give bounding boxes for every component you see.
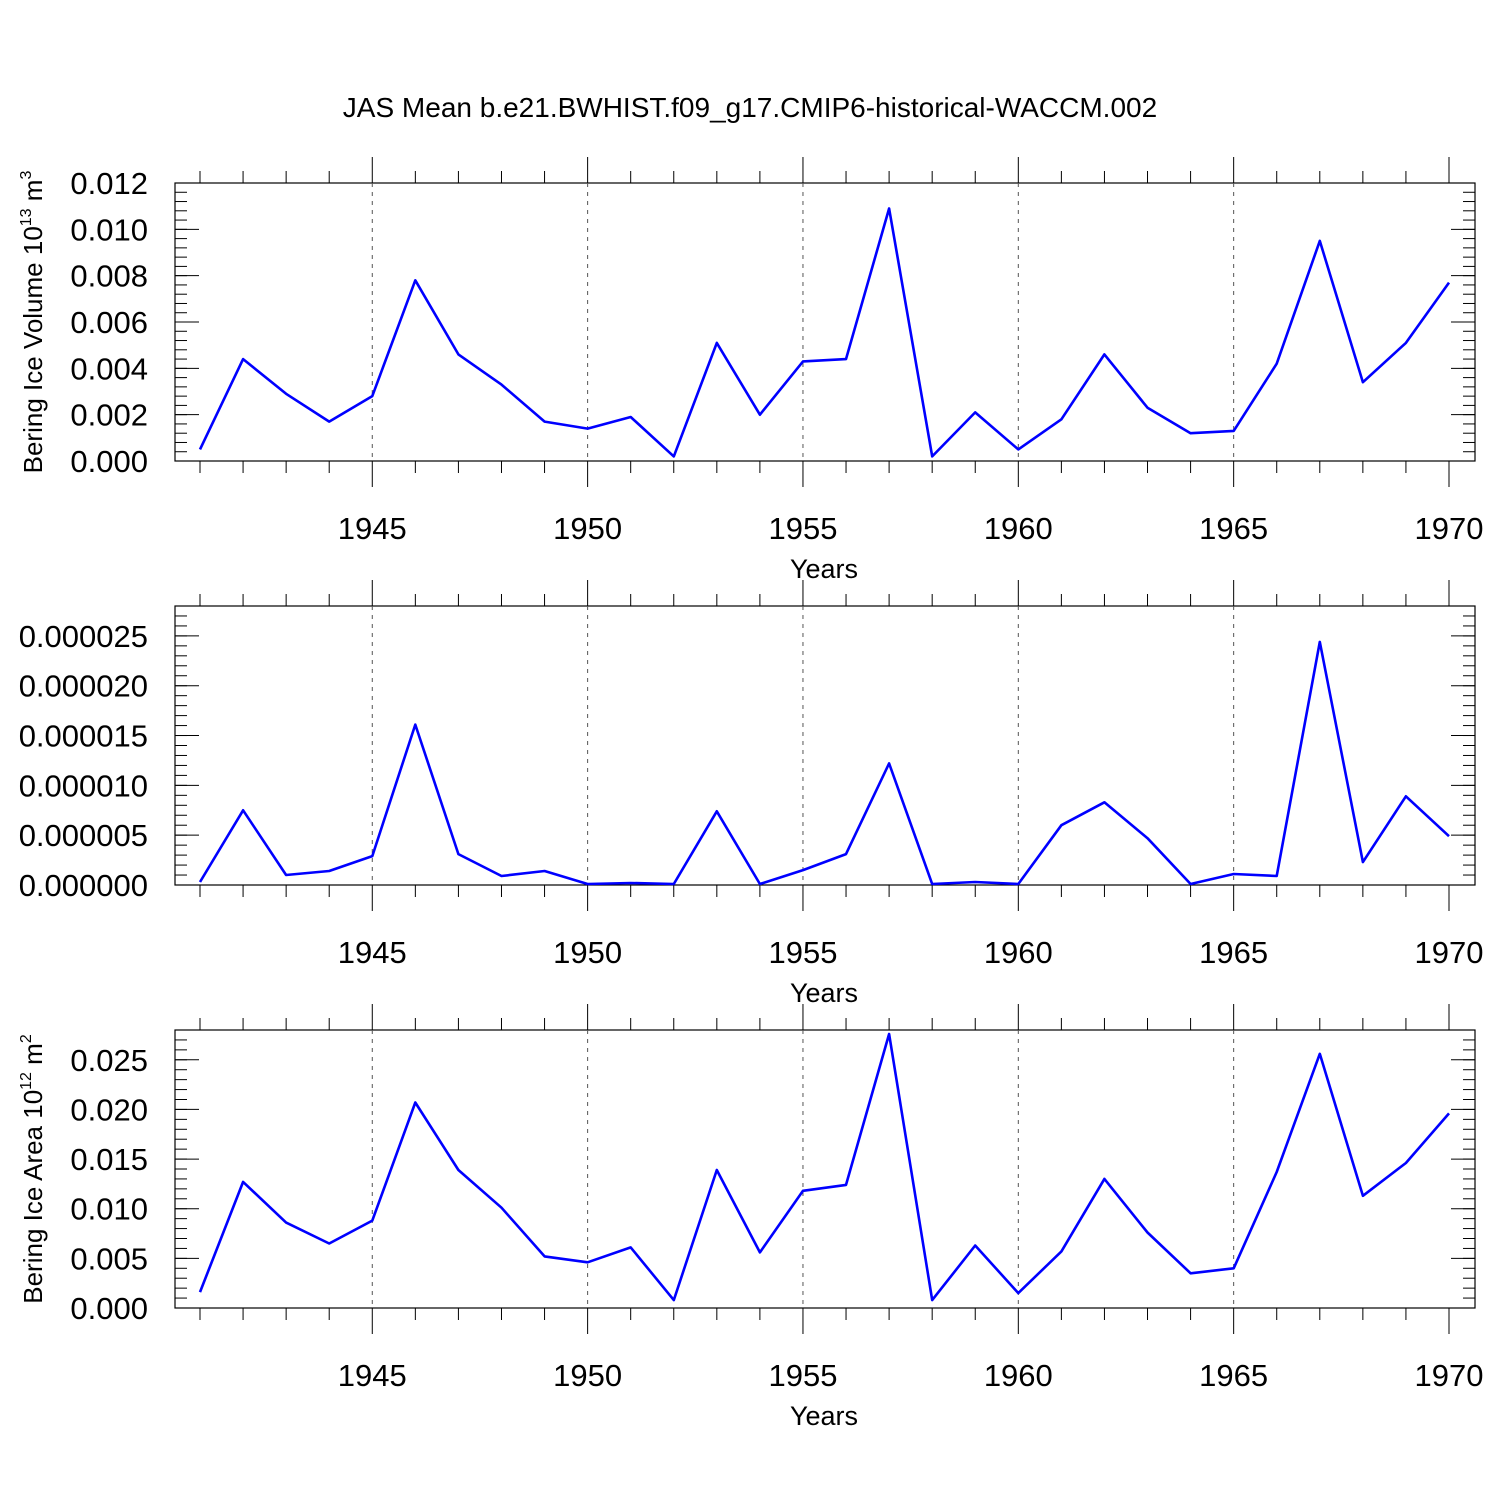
series-line-1 [198,207,1451,458]
x-tick-label: 1970 [1415,935,1484,970]
x-tick-label: 1970 [1415,511,1484,546]
y-axis-title-main: Bering Ice Area 10 [18,1090,48,1304]
y-axis-title-main: Bering Ice Volume 10 [18,226,48,473]
x-tick-label: 1955 [768,935,837,970]
y-tick-label: 0.010 [70,1192,148,1227]
y-axis-title: Bering Ice Area 1012 m2 [18,1034,48,1304]
y-tick-label: 0.000 [70,444,148,479]
y-axis-title-exponent: 12 [18,1072,35,1090]
x-tick-label: 1955 [768,1358,837,1393]
y-axis-title-exponent: 13 [18,208,35,226]
y-tick-label: 0.006 [70,305,148,340]
y-tick-label: 0.015 [70,1142,148,1177]
y-axis-title: Bering Ice Volume 1013 m3 [18,171,48,474]
y-tick-label: 0.005 [70,1241,148,1276]
x-axis-title: Years [790,554,858,584]
series-line-1 [198,1032,1450,1302]
x-axis-title: Years [790,978,858,1008]
y-tick-label: 0.000015 [19,719,148,754]
x-tick-label: 1945 [338,935,407,970]
x-tick-label: 1950 [553,1358,622,1393]
x-tick-label: 1950 [553,511,622,546]
plot-frame [174,605,1476,886]
y-tick-label: 0.000020 [19,669,148,704]
x-tick-label: 1965 [1199,935,1268,970]
series-line-1 [198,640,1450,886]
y-tick-label: 0.012 [70,166,148,201]
chart-panel-2: 0.000000 0.000005 0.000010 0.000015 0.000020… [19,580,1484,1008]
x-tick-label: 1960 [984,1358,1053,1393]
y-axis-title-unit: m [18,180,48,209]
y-tick-label: 0.002 [70,398,148,433]
y-tick-label: 0.008 [70,259,148,294]
plot-frame [174,1029,1476,1309]
plot-frame [174,182,1476,462]
x-tick-label: 1955 [768,511,837,546]
x-axis-title: Years [790,1401,858,1431]
y-tick-label: 0.000010 [19,768,148,803]
x-tick-label: 1970 [1415,1358,1484,1393]
y-tick-label: 0.020 [70,1092,148,1127]
x-tick-label: 1965 [1199,511,1268,546]
y-axis-title-unit-exponent: 3 [18,171,35,180]
y-tick-label: 0.000000 [19,868,148,903]
x-tick-label: 1960 [984,935,1053,970]
y-tick-label: 0.000025 [19,619,148,654]
y-tick-label: 0.000 [70,1291,148,1326]
x-tick-label: 1950 [553,935,622,970]
y-tick-label: 0.025 [70,1043,148,1078]
y-axis-title-unit-exponent: 2 [18,1034,35,1043]
x-tick-label: 1960 [984,511,1053,546]
figure-title: JAS Mean b.e21.BWHIST.f09_g17.CMIP6-hist… [343,92,1157,123]
x-tick-label: 1945 [338,511,407,546]
y-tick-label: 0.010 [70,212,148,247]
y-tick-label: 0.004 [70,351,148,386]
y-axis-title-unit: m [18,1043,48,1072]
x-tick-label: 1965 [1199,1358,1268,1393]
y-tick-label: 0.000005 [19,818,148,853]
chart-panel-3: 0.000 0.005 0.010 0.015 0.020 0.025 1945 1950 19… [18,1004,1483,1431]
chart-panel-1: 0.000 0.002 0.004 0.006 0.008 0.010 0.012 1945 1… [18,157,1483,584]
x-tick-label: 1945 [338,1358,407,1393]
